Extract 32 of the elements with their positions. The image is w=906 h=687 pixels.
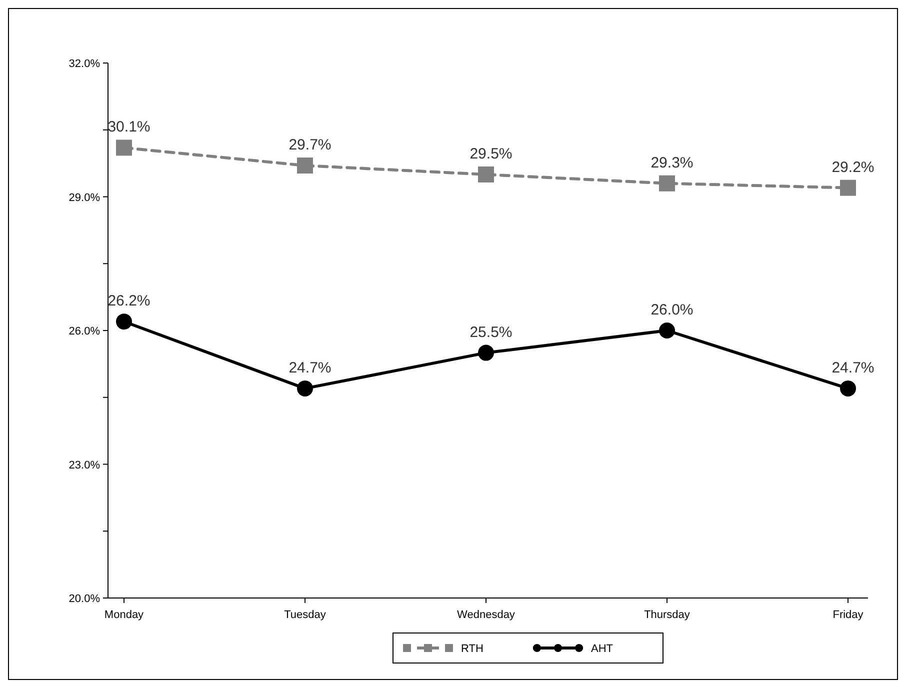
point [116, 314, 132, 330]
data-label: 29.3% [650, 154, 694, 172]
point [840, 180, 856, 196]
y-tick-label: 32.0% [68, 58, 100, 70]
point [840, 380, 856, 396]
data-label: 26.2% [108, 292, 150, 310]
data-label: 29.5% [470, 145, 512, 162]
point [659, 175, 675, 192]
data-label: 30.1% [108, 118, 150, 136]
data-label: 24.7% [832, 359, 874, 376]
y-tick-label: 23.0% [68, 459, 100, 472]
point [297, 380, 313, 396]
point [478, 166, 494, 182]
data-label: 25.5% [470, 324, 512, 341]
legend-label: RTH [461, 643, 484, 655]
point [116, 140, 132, 156]
data-label: 29.2% [832, 158, 874, 176]
y-tick-label: 26.0% [68, 326, 100, 338]
legend-label: AHT [591, 643, 614, 655]
x-tick-label: Wednesday [457, 609, 516, 621]
x-tick-label: Monday [104, 609, 144, 621]
y-tick-label: 20.0% [68, 593, 100, 605]
point [659, 322, 675, 338]
data-label: 24.7% [288, 359, 332, 376]
point [297, 158, 313, 174]
x-tick-label: Friday [832, 609, 864, 621]
data-label: 29.7% [288, 136, 332, 154]
y-tick-label: 29.0% [68, 192, 100, 204]
data-label: 26.0% [650, 302, 694, 318]
x-tick-label: Thursday [644, 609, 690, 621]
point [478, 344, 494, 361]
x-tick-label: Tuesday [284, 609, 326, 621]
